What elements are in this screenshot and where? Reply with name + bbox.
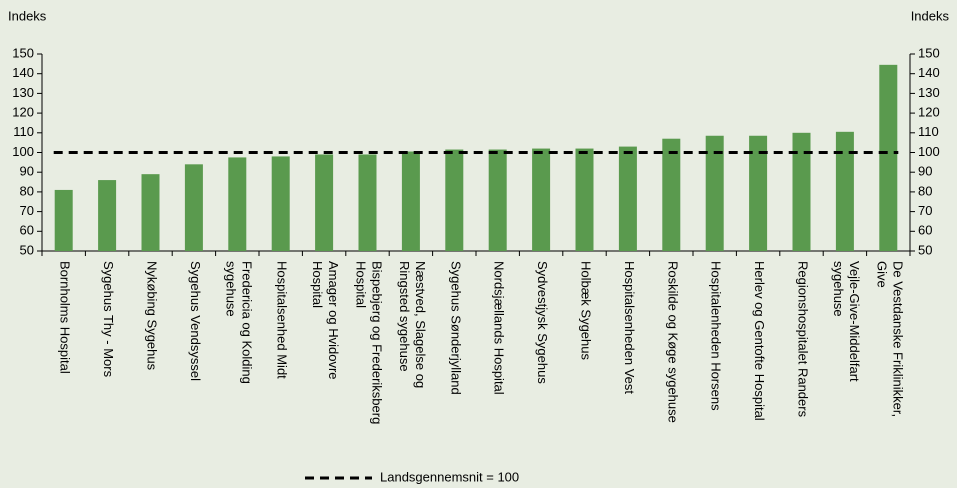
bar (532, 148, 551, 251)
bar (879, 64, 898, 252)
x-tick-label: Vejle-Give-Middelfartsygehuse (830, 261, 861, 382)
y-tick-label: 60 (20, 223, 34, 238)
x-tick-label: Roskilde og Køge sygehuse (665, 261, 680, 423)
bar (315, 154, 334, 251)
y2-axis-label: Indeks (911, 8, 950, 23)
y2-tick-label: 150 (918, 45, 940, 60)
bar (184, 164, 203, 251)
y2-tick-label: 70 (918, 203, 932, 218)
bar (618, 146, 637, 251)
y-tick-label: 130 (12, 85, 34, 100)
y-tick-label: 120 (12, 105, 34, 120)
x-tick-label: Herlev og Gentofte Hospital (752, 261, 767, 421)
x-tick-label: Hospitalsenhed Midt (274, 261, 289, 379)
x-tick-label: Nordsjællands Hospital (491, 261, 506, 395)
x-tick-label: Fredericia og Koldingsygehuse (223, 261, 254, 384)
x-tick-label: Bispebjerg og FrederiksbergHospital (353, 261, 384, 424)
x-tick-label: Hospitalsenheden Vest (621, 261, 636, 394)
bar (54, 189, 73, 251)
x-tick-label: Regionshospitalet Randers (795, 261, 810, 418)
y2-tick-label: 80 (918, 183, 932, 198)
bar (835, 131, 854, 251)
y-axis-label: Indeks (8, 8, 47, 23)
y-tick-label: 140 (12, 65, 34, 80)
y2-tick-label: 140 (918, 65, 940, 80)
bar (98, 180, 117, 251)
x-tick-label: Holbæk Sygehus (578, 261, 593, 360)
y-tick-label: 100 (12, 144, 34, 159)
y-tick-label: 70 (20, 203, 34, 218)
y2-tick-label: 100 (918, 144, 940, 159)
bar (705, 135, 724, 251)
y-tick-label: 110 (13, 124, 34, 139)
x-tick-label: Næstved, Slagelse ogRingsted sygehuse (396, 261, 427, 388)
x-tick-label: Sygehus Sønderjylland (448, 261, 463, 395)
bar (792, 132, 811, 251)
y2-tick-label: 130 (918, 85, 940, 100)
y-tick-label: 80 (20, 183, 34, 198)
x-tick-label: Sydvestjysk Sygehus (535, 261, 550, 384)
x-tick-label: Amager og HvidovreHospital (310, 261, 341, 380)
bar (445, 149, 464, 251)
y2-tick-label: 50 (918, 242, 932, 257)
x-tick-label: Sygehus Vendsyssel (187, 261, 202, 381)
bar (662, 138, 681, 251)
bar (401, 151, 420, 251)
x-tick-label: Hospitalenheden Horsens (708, 261, 723, 411)
bar (271, 156, 290, 251)
y2-tick-label: 110 (918, 124, 939, 139)
y-tick-label: 90 (20, 164, 34, 179)
bar (488, 149, 507, 251)
bar (141, 174, 160, 251)
y-tick-label: 150 (12, 45, 34, 60)
bar (228, 157, 247, 251)
legend-label: Landsgennemsnit = 100 (380, 469, 519, 484)
bar (358, 154, 377, 251)
bar (749, 135, 768, 251)
x-tick-label: Sygehus Thy - Mors (101, 261, 116, 378)
y2-tick-label: 120 (918, 105, 940, 120)
y-tick-label: 50 (20, 242, 34, 257)
bar (575, 148, 594, 251)
y2-tick-label: 90 (918, 164, 932, 179)
x-tick-label: Bornholms Hospital (57, 261, 72, 374)
y2-tick-label: 60 (918, 223, 932, 238)
x-tick-label: Nykøbing Sygehus (144, 261, 159, 371)
x-tick-label: De Vestdanske Friklinikker,Give (874, 261, 905, 417)
